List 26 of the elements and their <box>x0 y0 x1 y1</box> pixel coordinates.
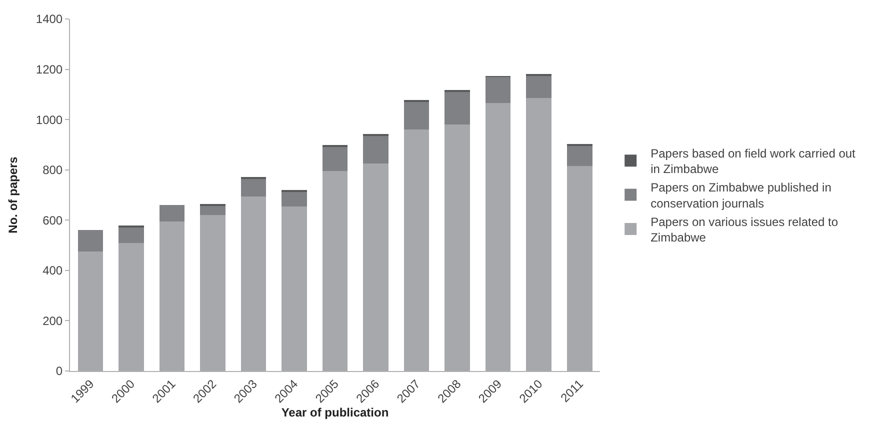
y-tick-label: 400 <box>42 264 63 278</box>
x-axis-title: Year of publication <box>281 406 389 420</box>
bar <box>240 178 266 196</box>
legend-label: Papers on various issues related to Zimbabwe <box>650 214 838 244</box>
bar <box>566 145 592 166</box>
bar <box>200 206 226 216</box>
bar <box>322 146 348 172</box>
bar <box>485 76 511 104</box>
y-tick-label: 600 <box>42 213 63 228</box>
bar <box>78 230 104 252</box>
bar <box>526 75 552 98</box>
bar <box>282 191 307 206</box>
y-tick-label: 800 <box>42 163 63 178</box>
bar <box>404 101 430 130</box>
y-axis-title: No. of papers <box>6 156 20 234</box>
bar <box>363 135 388 164</box>
legend-label: Papers on Zimbabwe published in conservation journals <box>650 180 832 210</box>
y-tick-label: 1000 <box>36 112 63 127</box>
bar <box>444 91 470 125</box>
bar <box>159 205 185 222</box>
y-tick-label: 1200 <box>36 62 63 76</box>
y-tick-label: 1400 <box>36 12 63 26</box>
legend-label: Papers based on field work carried out in Zimbabwe <box>650 146 856 176</box>
y-tick-label: 0 <box>56 364 63 378</box>
y-tick-label: 200 <box>42 314 63 328</box>
bar <box>118 228 144 243</box>
